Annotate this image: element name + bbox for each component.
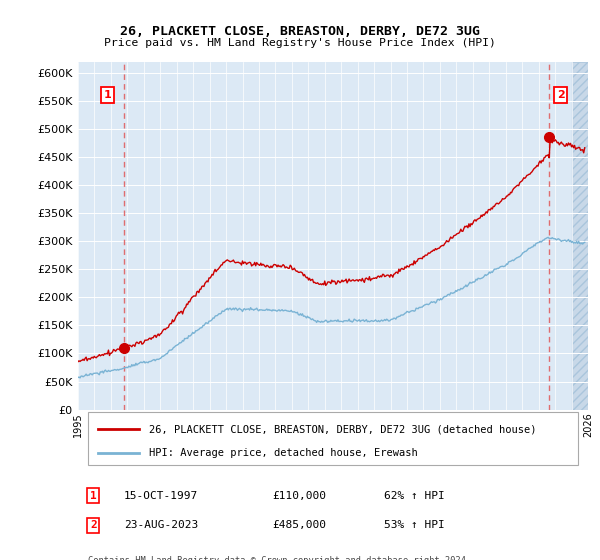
Text: 62% ↑ HPI: 62% ↑ HPI	[384, 491, 445, 501]
Text: 1: 1	[104, 90, 112, 100]
Text: £485,000: £485,000	[272, 520, 326, 530]
Text: £110,000: £110,000	[272, 491, 326, 501]
Text: 53% ↑ HPI: 53% ↑ HPI	[384, 520, 445, 530]
Text: 1: 1	[90, 491, 97, 501]
Text: 23-AUG-2023: 23-AUG-2023	[124, 520, 198, 530]
FancyBboxPatch shape	[88, 412, 578, 465]
Text: 2: 2	[90, 520, 97, 530]
Text: Contains HM Land Registry data © Crown copyright and database right 2024.
This d: Contains HM Land Registry data © Crown c…	[88, 556, 472, 560]
Bar	[572, 62, 588, 409]
Text: HPI: Average price, detached house, Erewash: HPI: Average price, detached house, Erew…	[149, 448, 418, 458]
Text: 15-OCT-1997: 15-OCT-1997	[124, 491, 198, 501]
Text: 26, PLACKETT CLOSE, BREASTON, DERBY, DE72 3UG: 26, PLACKETT CLOSE, BREASTON, DERBY, DE7…	[120, 25, 480, 38]
Text: 26, PLACKETT CLOSE, BREASTON, DERBY, DE72 3UG (detached house): 26, PLACKETT CLOSE, BREASTON, DERBY, DE7…	[149, 424, 537, 434]
Text: Price paid vs. HM Land Registry's House Price Index (HPI): Price paid vs. HM Land Registry's House …	[104, 38, 496, 48]
Bar	[572, 62, 588, 409]
Text: 2: 2	[557, 90, 565, 100]
